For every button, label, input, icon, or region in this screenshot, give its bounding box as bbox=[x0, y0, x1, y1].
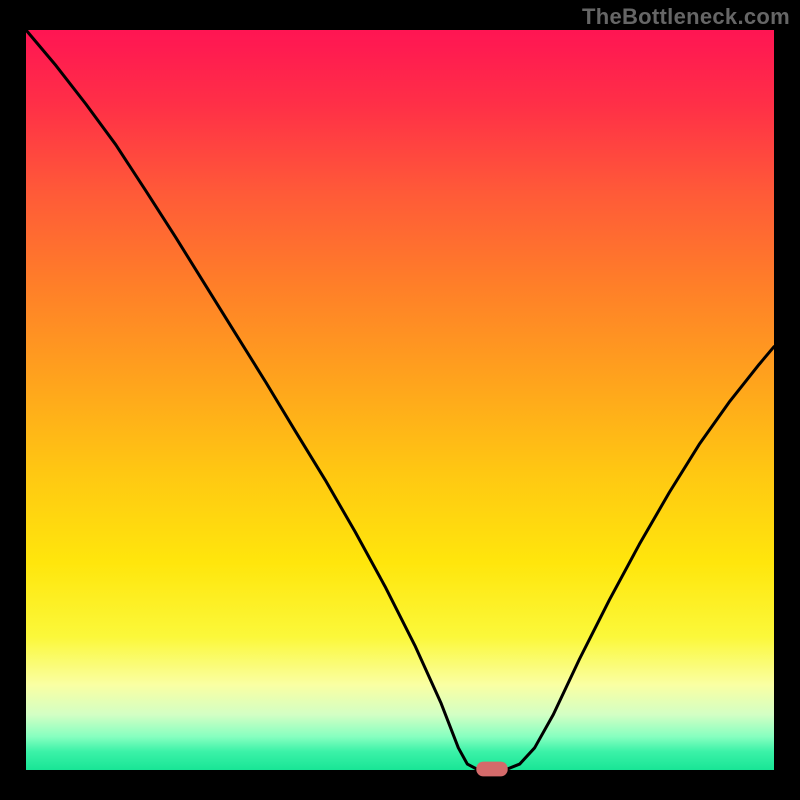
watermark-text: TheBottleneck.com bbox=[582, 4, 790, 30]
bottleneck-chart bbox=[0, 0, 800, 800]
optimum-marker bbox=[476, 762, 507, 777]
plot-background bbox=[26, 30, 774, 770]
chart-container: { "watermark": { "text": "TheBottleneck.… bbox=[0, 0, 800, 800]
